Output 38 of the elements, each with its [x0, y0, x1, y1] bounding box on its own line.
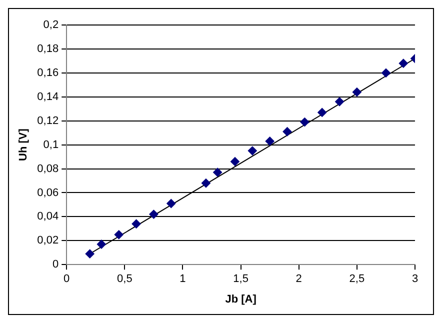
point [335, 97, 344, 106]
y-tick-label: 0,02 [37, 234, 59, 247]
point [248, 146, 257, 156]
point [282, 127, 292, 136]
point [213, 168, 222, 177]
point [114, 230, 124, 240]
point [398, 58, 408, 68]
y-tick-label: 0,2 [43, 19, 59, 32]
x-tick-label: 0,5 [117, 273, 132, 286]
point [132, 219, 141, 228]
x-tick-label: 1,5 [233, 273, 248, 286]
y-axis-title: Uh [V] [18, 128, 30, 161]
x-tick-label: 0 [64, 273, 70, 286]
point [318, 108, 327, 117]
point [166, 199, 176, 208]
point [201, 178, 210, 188]
x-tick-label: 2,5 [349, 273, 365, 286]
point [230, 157, 240, 166]
y-tick-label: 0,06 [37, 186, 59, 199]
point [381, 68, 390, 78]
x-axis-title: Jb [A] [225, 293, 257, 306]
y-tick-label: 0 [52, 258, 59, 271]
x-tick-label: 1 [180, 273, 186, 286]
point [300, 118, 310, 127]
point [352, 88, 362, 97]
y-tick-label: 0,08 [37, 162, 59, 175]
point [96, 240, 106, 249]
x-tick-label: 2 [296, 273, 302, 286]
point [265, 136, 274, 146]
x-tick-label: 3 [412, 273, 418, 286]
y-tick-label: 0,16 [37, 66, 59, 79]
y-tick-label: 0,18 [37, 42, 59, 55]
y-tick-label: 0,04 [37, 210, 59, 223]
point [85, 249, 94, 258]
y-tick-label: 0,12 [37, 114, 59, 127]
point [149, 210, 158, 219]
y-tick-label: 0,1 [43, 138, 59, 151]
y-tick-label: 0,14 [37, 90, 59, 103]
